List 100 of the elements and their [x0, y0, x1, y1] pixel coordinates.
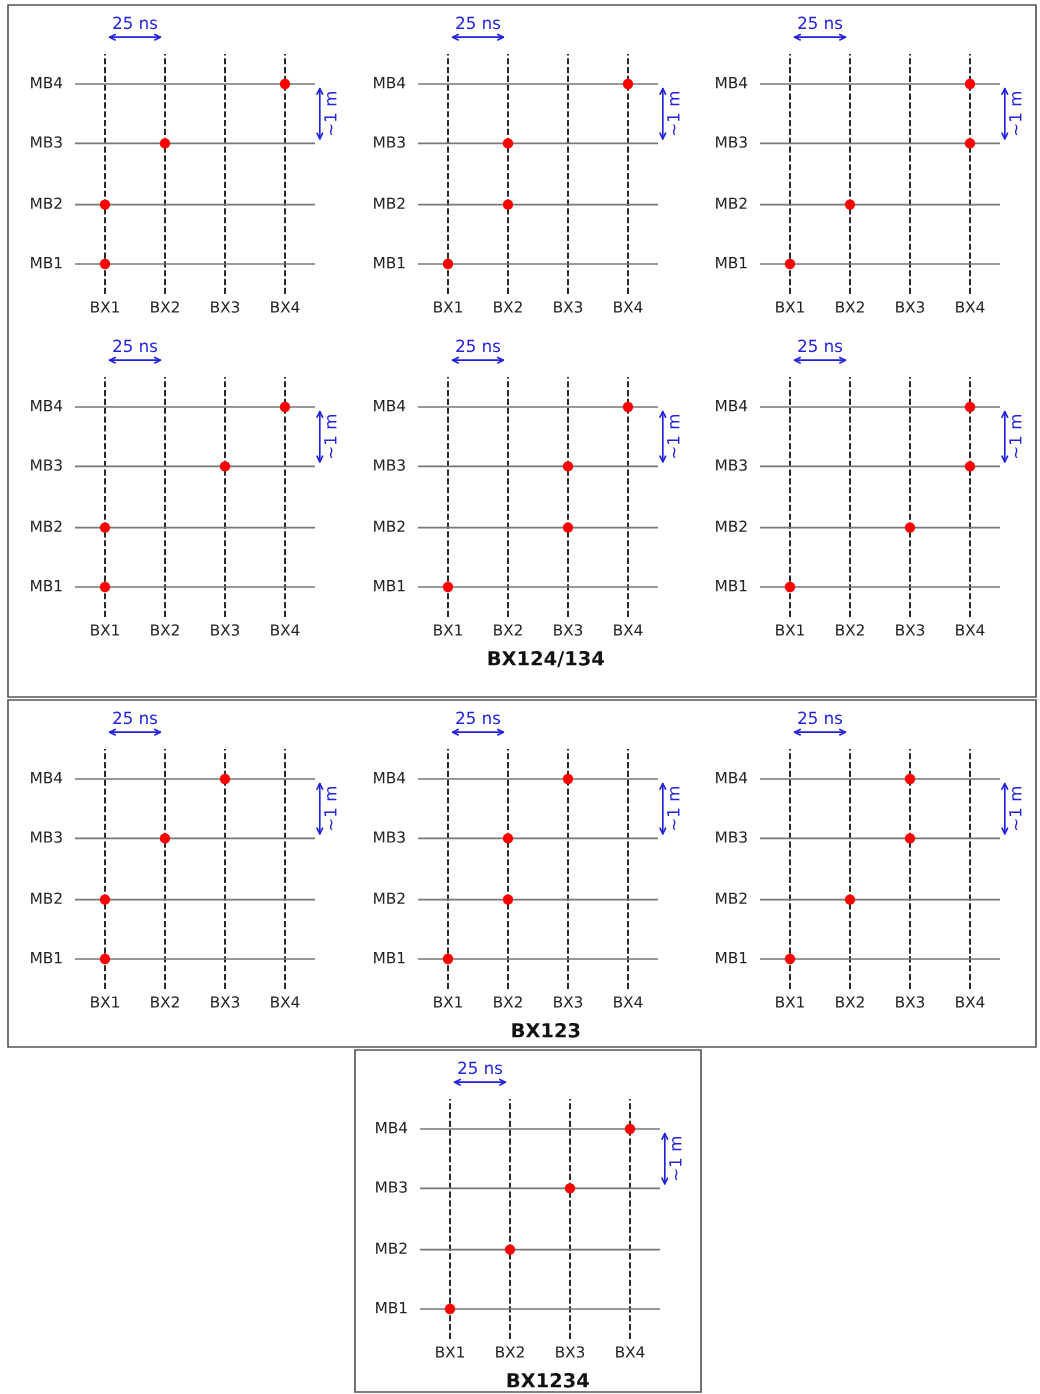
x-tick-label: BX3	[896, 301, 925, 313]
ref-line-label: MB2	[376, 1242, 407, 1254]
text: ~1 m	[669, 1137, 682, 1180]
ref-line-label: MB4	[374, 77, 406, 89]
ref-line-label: MB2	[374, 197, 405, 209]
x-tick-label: BX4	[271, 624, 300, 636]
ref-line-label: MB4	[716, 772, 748, 784]
ref-line-label: MB1	[374, 580, 405, 592]
x-tick-label: BX4	[956, 301, 985, 313]
ref-line-label: MB4	[376, 1122, 408, 1134]
x-tick-label: BX2	[496, 1346, 524, 1358]
ref-line-label: MB4	[374, 400, 406, 412]
ref-line-label: MB2	[31, 197, 62, 209]
x-tick-label: BX4	[956, 624, 985, 636]
text: 25 ns	[113, 16, 158, 30]
x-tick-label: BX1	[776, 996, 804, 1008]
text: 25 ns	[456, 711, 501, 725]
ref-line-label: MB2	[374, 520, 405, 532]
x-tick-label: BX2	[151, 301, 179, 313]
ref-line-label: MB4	[374, 772, 406, 784]
point	[622, 78, 634, 90]
point	[622, 401, 634, 413]
text: 25 ns	[458, 1061, 503, 1075]
text: 25 ns	[798, 711, 843, 725]
ref-line-label: MB2	[31, 520, 62, 532]
x-tick-label: BX3	[896, 996, 925, 1008]
x-tick-label: BX3	[556, 1346, 585, 1358]
x-tick-label: BX3	[211, 996, 240, 1008]
x-tick-label: BX4	[614, 624, 643, 636]
ref-line-label: MB4	[716, 400, 748, 412]
ref-line-label: MB1	[376, 1302, 407, 1314]
x-tick-label: BX2	[836, 301, 864, 313]
text: 25 ns	[798, 16, 843, 30]
point	[502, 199, 514, 210]
ref-line-label: MB1	[31, 952, 62, 964]
text: ~1 m	[1009, 787, 1022, 830]
text: 25 ns	[113, 339, 158, 353]
text: 25 ns	[798, 339, 843, 353]
x-tick-label: BX1	[776, 301, 804, 313]
ref-line-label: MB3	[376, 1181, 407, 1193]
x-tick-label: BX4	[616, 1346, 645, 1358]
x-tick-label: BX4	[956, 996, 985, 1008]
point	[844, 199, 856, 210]
point	[442, 581, 454, 593]
point	[219, 461, 231, 472]
text: BX124/134	[488, 650, 604, 668]
ref-line-label: MB2	[716, 892, 747, 904]
x-tick-label: BX2	[836, 996, 864, 1008]
text: ~1 m	[667, 787, 680, 830]
ref-line-label: MB3	[716, 459, 747, 471]
ref-line-label: MB2	[716, 197, 747, 209]
point	[444, 1303, 456, 1315]
point	[279, 401, 291, 413]
x-tick-label: BX1	[91, 996, 119, 1008]
x-tick-label: BX1	[434, 996, 462, 1008]
ref-line-label: MB2	[31, 892, 62, 904]
x-tick-label: BX3	[554, 301, 583, 313]
ref-line-label: MB1	[374, 257, 405, 269]
ref-line-label: MB1	[716, 952, 747, 964]
ref-line-label: MB3	[716, 136, 747, 148]
x-tick-label: BX2	[151, 624, 179, 636]
x-tick-label: BX1	[436, 1346, 464, 1358]
ref-line-label: MB4	[716, 77, 748, 89]
ref-line-label: MB3	[374, 136, 405, 148]
x-tick-label: BX1	[91, 624, 119, 636]
ref-line-label: MB1	[31, 580, 62, 592]
x-tick-label: BX3	[211, 301, 240, 313]
text: BX123	[512, 1022, 580, 1038]
ref-line-label: MB3	[31, 831, 62, 843]
text: 25 ns	[113, 711, 158, 725]
x-tick-label: BX2	[151, 996, 179, 1008]
x-tick-label: BX3	[554, 996, 583, 1008]
ref-line-label: MB3	[374, 459, 405, 471]
x-tick-label: BX2	[494, 624, 522, 636]
text: ~1 m	[324, 92, 337, 135]
ref-line-label: MB2	[374, 892, 405, 904]
x-tick-label: BX3	[211, 624, 240, 636]
text: ~1 m	[667, 92, 680, 135]
ref-line-label: MB3	[374, 831, 405, 843]
point	[964, 78, 976, 90]
x-tick-label: BX2	[836, 624, 864, 636]
ref-line-label: MB4	[31, 400, 63, 412]
x-tick-label: BX1	[776, 624, 804, 636]
ref-line-label: MB2	[716, 520, 747, 532]
x-tick-label: BX4	[614, 301, 643, 313]
ref-line-label: MB3	[31, 459, 62, 471]
ref-line-label: MB3	[31, 136, 62, 148]
x-tick-label: BX3	[554, 624, 583, 636]
x-tick-label: BX1	[91, 301, 119, 313]
x-tick-label: BX4	[271, 301, 300, 313]
ref-line-label: MB1	[716, 257, 747, 269]
x-tick-label: BX1	[434, 301, 462, 313]
x-tick-label: BX2	[494, 996, 522, 1008]
x-tick-label: BX4	[271, 996, 300, 1008]
text: ~1 m	[1009, 415, 1022, 458]
x-tick-label: BX4	[614, 996, 643, 1008]
point	[99, 581, 111, 593]
point	[504, 1244, 516, 1255]
x-tick-label: BX3	[896, 624, 925, 636]
text: ~1 m	[667, 415, 680, 458]
